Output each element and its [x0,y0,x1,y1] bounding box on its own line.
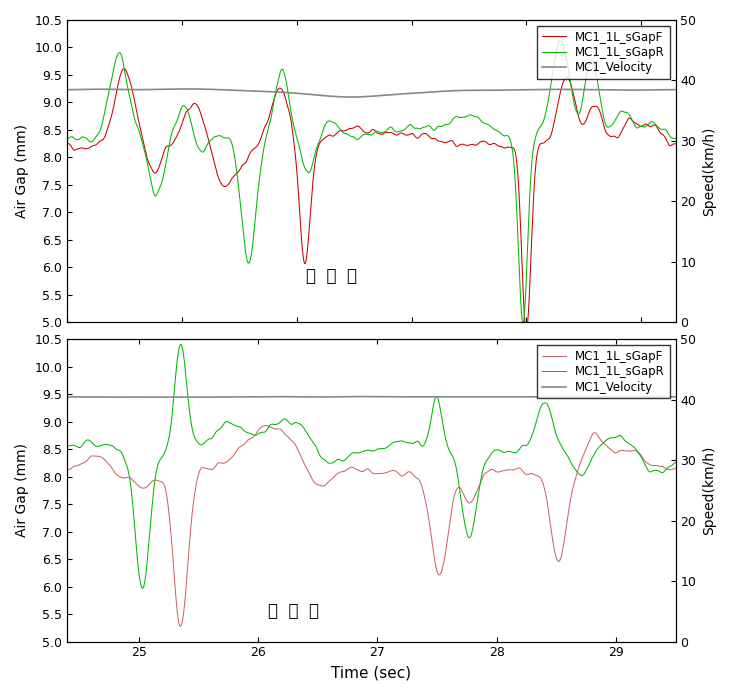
MC1_1L_sGapR [518,319,527,327]
MC1_Velocity [353,393,362,401]
MC1_1L_sGapF [262,421,270,430]
MC1_1L_sGapR [671,458,680,466]
Legend: MC1_1L_sGapF, MC1_1L_sGapR, MC1_Velocity: MC1_1L_sGapF, MC1_1L_sGapR, MC1_Velocity [537,26,670,79]
MC1_1L_sGapR [177,341,186,349]
MC1_Velocity [523,85,531,94]
MC1_1L_sGapR [63,134,72,142]
Text: 역  방  향: 역 방 향 [268,603,319,621]
MC1_1L_sGapF [671,464,680,473]
Text: 정  방  향: 정 방 향 [306,266,357,284]
MC1_1L_sGapR [439,121,448,129]
MC1_1L_sGapF [477,477,485,486]
MC1_Velocity [471,86,480,95]
Y-axis label: Air Gap (mm): Air Gap (mm) [15,443,29,537]
MC1_1L_sGapR [561,450,570,458]
MC1_1L_sGapR [447,450,455,458]
MC1_Velocity [671,85,680,94]
MC1_1L_sGapF [607,133,616,141]
Line: MC1_1L_sGapF: MC1_1L_sGapF [67,69,675,332]
MC1_1L_sGapR [67,133,76,141]
MC1_Velocity [564,393,572,401]
MC1_Velocity [220,85,229,94]
MC1_Velocity [671,393,680,401]
MC1_Velocity [63,393,72,401]
MC1_Velocity [178,85,187,93]
MC1_1L_sGapF [75,144,84,152]
MC1_1L_sGapR [137,583,146,591]
MC1_1L_sGapF [440,138,449,147]
MC1_1L_sGapF [67,144,76,152]
MC1_1L_sGapR [409,123,417,131]
MC1_Velocity [63,85,72,94]
MC1_Velocity [339,92,348,101]
Y-axis label: Speed(km/h): Speed(km/h) [702,126,716,215]
Legend: MC1_1L_sGapF, MC1_1L_sGapR, MC1_Velocity: MC1_1L_sGapF, MC1_1L_sGapR, MC1_Velocity [537,345,670,398]
MC1_1L_sGapR [335,124,344,132]
MC1_1L_sGapF [597,437,606,445]
MC1_1L_sGapF [671,140,680,148]
MC1_Velocity [428,393,436,401]
MC1_Velocity [659,393,668,401]
MC1_Velocity [170,85,179,93]
MC1_1L_sGapF [561,525,570,533]
MC1_1L_sGapR [63,442,72,450]
MC1_1L_sGapR [477,476,485,484]
MC1_1L_sGapF [447,509,455,517]
MC1_1L_sGapF [63,466,72,474]
Line: MC1_1L_sGapR: MC1_1L_sGapR [67,345,675,588]
MC1_1L_sGapF [176,622,185,630]
MC1_Velocity [357,393,366,401]
Y-axis label: Air Gap (mm): Air Gap (mm) [15,124,29,218]
MC1_1L_sGapR [75,134,84,142]
MC1_Velocity [395,393,404,401]
Line: MC1_1L_sGapR: MC1_1L_sGapR [67,40,675,323]
MC1_1L_sGapF [120,65,129,73]
MC1_1L_sGapR [607,121,616,129]
MC1_1L_sGapF [63,139,72,147]
MC1_1L_sGapF [409,131,418,139]
MC1_1L_sGapR [556,35,565,44]
MC1_1L_sGapF [137,484,146,492]
MC1_1L_sGapR [671,134,680,142]
MC1_Velocity [423,88,432,97]
MC1_1L_sGapR [173,354,182,363]
MC1_1L_sGapF [522,327,531,336]
MC1_1L_sGapR [138,584,147,592]
MC1_Velocity [123,393,132,401]
Line: MC1_Velocity: MC1_Velocity [67,89,675,97]
MC1_1L_sGapF [335,126,344,135]
Y-axis label: Speed(km/h): Speed(km/h) [702,445,716,535]
Line: MC1_1L_sGapF: MC1_1L_sGapF [67,425,675,626]
MC1_1L_sGapF [173,604,181,612]
MC1_1L_sGapR [597,440,606,448]
MC1_Velocity [358,393,367,401]
X-axis label: Time (sec): Time (sec) [331,665,412,680]
MC1_Velocity [346,93,355,101]
